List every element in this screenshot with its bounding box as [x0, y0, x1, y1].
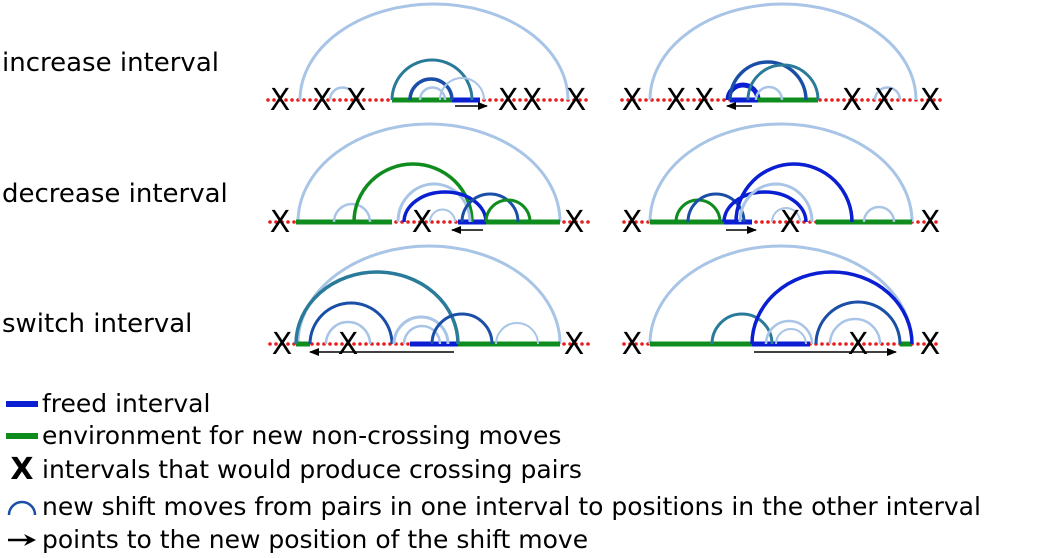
crossing-mark: X: [412, 205, 433, 240]
crossing-mark: X: [270, 83, 291, 118]
outer-arc: [648, 244, 914, 345]
small-arc: [771, 207, 801, 223]
small-arc: [495, 322, 539, 345]
crossing-mark: X: [780, 205, 801, 240]
shift-arc: [408, 77, 454, 101]
legend-text-freed: freed interval: [42, 389, 211, 418]
green-bar-icon: [2, 421, 42, 451]
row-label-switch: switch interval: [2, 309, 193, 339]
outer-arc: [296, 122, 562, 223]
small-arc: [396, 182, 472, 223]
legend-crossing: X intervals that would produce crossing …: [2, 452, 582, 487]
small-arc: [862, 205, 896, 223]
crossing-mark: X: [622, 327, 643, 362]
small-arc: [754, 85, 784, 101]
crossing-mark: X: [622, 205, 643, 240]
legend-environment: environment for new non-crossing moves: [2, 421, 561, 451]
crossing-mark: X: [338, 327, 359, 362]
small-arc: [392, 315, 450, 345]
crossing-mark: X: [920, 83, 941, 118]
row-label-increase: increase interval: [2, 48, 219, 78]
cross-icon: X: [10, 452, 34, 487]
legend-text-environment: environment for new non-crossing moves: [42, 421, 562, 450]
shift-arc: [750, 270, 914, 345]
legend-text-crossing: intervals that would produce crossing pa…: [42, 455, 582, 484]
legend-text-shift: new shift moves from pairs in one interv…: [42, 492, 981, 521]
shift-arc: [430, 312, 494, 345]
outer-arc: [648, 122, 914, 223]
crossing-mark: X: [270, 205, 291, 240]
crossing-mark: X: [566, 83, 587, 118]
outer-arc: [648, 2, 918, 101]
crossing-mark: X: [874, 83, 895, 118]
crossing-mark: X: [272, 327, 293, 362]
arc-icon: [2, 492, 42, 522]
crossing-mark: X: [312, 83, 333, 118]
small-arc: [332, 202, 372, 223]
crossing-mark: X: [842, 83, 863, 118]
shift-arc: [294, 270, 460, 345]
shift-arc: [484, 198, 532, 223]
small-arc: [439, 77, 485, 101]
crossing-mark: X: [920, 327, 941, 362]
interval-diagrams: X X X X X X X X X X X XX X X X X XX X X X X X: [266, 2, 942, 362]
shift-arc: [460, 192, 520, 223]
shift-arc: [722, 190, 808, 223]
shift-arc: [746, 63, 820, 101]
shift-arc: [710, 312, 774, 345]
crossing-mark: X: [694, 83, 715, 118]
small-arc: [402, 324, 442, 345]
shift-arc: [402, 190, 488, 223]
shift-arc: [308, 301, 394, 345]
legend-shift-moves: new shift moves from pairs in one interv…: [2, 492, 981, 522]
small-arc: [828, 317, 882, 345]
arrow-icon: [2, 525, 42, 555]
small-arc: [418, 86, 447, 101]
small-arc: [775, 328, 807, 345]
crossing-mark: X: [920, 205, 941, 240]
shift-arc: [734, 162, 854, 223]
small-arc: [764, 319, 814, 345]
small-arc: [429, 208, 456, 223]
outer-arc: [298, 2, 570, 101]
shift-arc: [390, 58, 474, 101]
legend-freed-interval: freed interval: [2, 389, 210, 419]
crossing-mark: X: [848, 327, 869, 362]
small-arc: [873, 86, 902, 101]
small-arc: [324, 320, 372, 345]
legend-text-arrow: points to the new position of the shift …: [42, 525, 589, 554]
crossing-mark: X: [564, 205, 585, 240]
crossing-mark: X: [346, 83, 367, 118]
crossing-mark: X: [622, 83, 643, 118]
crossing-mark: X: [522, 83, 543, 118]
shift-arc: [728, 60, 808, 101]
blue-bar-icon: [2, 389, 42, 419]
shift-arc: [814, 300, 902, 345]
row-label-decrease: decrease interval: [2, 179, 228, 209]
legend-arrow: points to the new position of the shift …: [2, 525, 588, 555]
small-arc: [328, 86, 357, 101]
crossing-mark: X: [666, 83, 687, 118]
crossing-mark: X: [564, 327, 585, 362]
crossing-mark: X: [498, 83, 519, 118]
shift-arc: [674, 198, 722, 223]
small-arc: [738, 182, 814, 223]
